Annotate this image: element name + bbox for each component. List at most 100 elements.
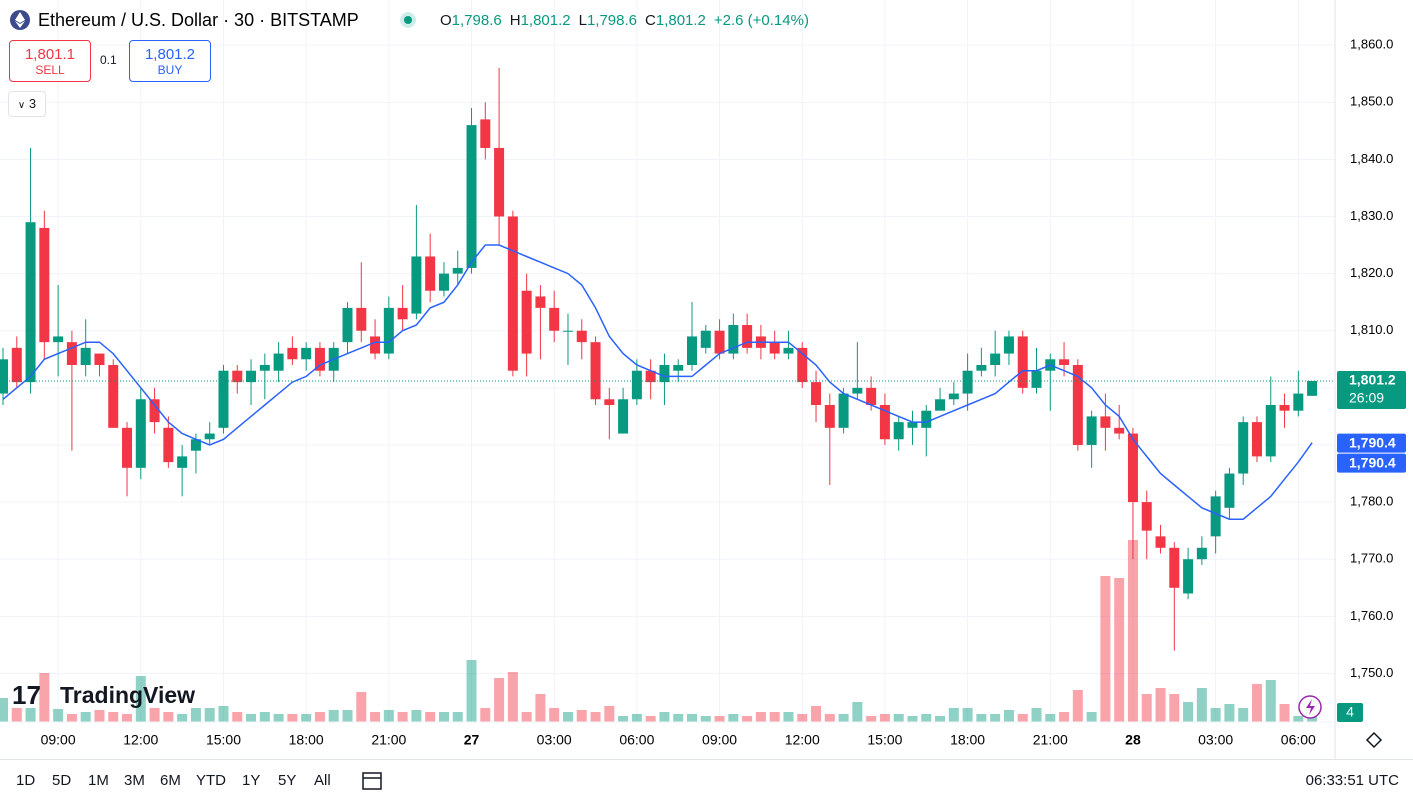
volume-bar xyxy=(0,698,8,722)
ma-badge xyxy=(1337,453,1406,473)
x-tick-label: 06:00 xyxy=(619,732,654,748)
ohlc-legend: O1,798.6 H1,801.2 L1,798.6 C1,801.2 +2.6 (+0… xyxy=(440,12,809,29)
candle-body xyxy=(204,433,215,440)
chevron: ∨ xyxy=(17,100,26,111)
candle-body xyxy=(631,370,642,400)
axis-layer: 1,750.01,760.01,770.01,780.01,790.01,800… xyxy=(41,37,1406,748)
volume-bar xyxy=(866,716,877,722)
range-button[interactable]: All xyxy=(314,772,331,789)
candle-body xyxy=(1238,422,1249,474)
alert-icon xyxy=(1306,699,1315,715)
candle-body xyxy=(921,410,932,428)
range-button[interactable]: 5Y xyxy=(278,772,297,789)
volume-bar xyxy=(66,714,77,722)
range-button[interactable]: 1M xyxy=(88,772,109,789)
volume-bar xyxy=(549,708,560,722)
candle-body xyxy=(976,364,987,371)
ohlc-value: 1,798.6 xyxy=(587,12,637,29)
volume-bar xyxy=(618,716,629,722)
candle-body xyxy=(1031,370,1042,388)
y-tick-label: 1,770.0 xyxy=(1350,551,1393,566)
candle-body xyxy=(1293,393,1304,411)
candle-body xyxy=(122,427,133,468)
x-tick-label: 27 xyxy=(464,732,480,748)
volume-bar xyxy=(742,716,753,722)
range-button[interactable]: 3M xyxy=(124,772,145,789)
candle-layer xyxy=(0,67,1335,651)
volume-bar xyxy=(659,712,670,722)
volume-bar xyxy=(645,716,656,722)
volume-bar xyxy=(1155,688,1166,722)
candle-body xyxy=(935,399,946,411)
volume-layer xyxy=(0,540,1318,722)
volume-bar xyxy=(94,710,105,722)
candle-body xyxy=(218,370,229,428)
ohlc-label: O xyxy=(440,12,452,29)
logo-mark: 17 xyxy=(12,680,41,710)
volume-bar xyxy=(1265,680,1276,722)
sell-button[interactable]: 1,801.1 SELL xyxy=(9,40,91,82)
volume-bar xyxy=(1224,704,1235,722)
ohlc-label: C xyxy=(645,12,656,29)
candle-body xyxy=(645,370,656,383)
countdown: 26:09 xyxy=(1349,390,1384,406)
volume-bar xyxy=(356,692,367,722)
range-button[interactable]: 5D xyxy=(52,772,72,789)
volume-bar xyxy=(1238,708,1249,722)
ohlc-value: 1,801.2 xyxy=(656,12,706,29)
range-button[interactable]: 6M xyxy=(160,772,181,789)
chart: 1,750.01,760.01,770.01,780.01,790.01,800… xyxy=(0,0,1406,760)
volume-bar xyxy=(687,714,697,722)
candle-body xyxy=(163,427,174,463)
y-tick-label: 1,850.0 xyxy=(1350,94,1393,109)
candle-body xyxy=(314,347,325,371)
volume-bar xyxy=(1003,710,1014,722)
volume-bar xyxy=(328,710,339,722)
range-button[interactable]: YTD xyxy=(196,772,226,789)
candle-body xyxy=(1251,422,1262,457)
range-button[interactable]: 1D xyxy=(16,772,36,789)
candle-body xyxy=(893,422,904,440)
buy-button[interactable]: 1,801.2 BUY xyxy=(129,40,211,82)
volume-bar xyxy=(259,712,270,722)
candle-body xyxy=(177,456,188,468)
candle-body xyxy=(53,336,64,343)
status-dot xyxy=(404,16,412,24)
candle-body xyxy=(370,336,381,354)
x-tick-label: 18:00 xyxy=(289,732,324,748)
range-button[interactable]: 1Y xyxy=(242,772,261,789)
volume-bar xyxy=(1307,716,1318,722)
candle-body xyxy=(866,387,877,405)
candle-body xyxy=(149,399,160,423)
goto-date-icon[interactable] xyxy=(360,769,386,793)
volume-bar xyxy=(893,714,904,722)
volume-bar xyxy=(149,708,160,722)
volume-bar xyxy=(521,712,532,722)
brand: TradingView xyxy=(60,682,195,708)
candle-body xyxy=(852,387,863,394)
y-tick-label: 1,760.0 xyxy=(1350,608,1393,623)
candle-body xyxy=(1265,404,1276,457)
volume-bar xyxy=(990,714,1001,722)
candle-body xyxy=(1127,433,1138,503)
ohlc-change: +2.6 (+0.14%) xyxy=(714,12,809,29)
volume-bar xyxy=(135,676,146,722)
volume-bar xyxy=(466,660,477,722)
x-tick-label: 06:00 xyxy=(1281,732,1316,748)
volume-badge-label: 4 xyxy=(1346,704,1354,720)
settings-icon[interactable] xyxy=(1365,731,1383,749)
volume-bar xyxy=(301,714,312,722)
x-tick-label: 09:00 xyxy=(41,732,76,748)
ma-badge xyxy=(1337,433,1406,453)
candle-body xyxy=(25,222,36,383)
volume-bar xyxy=(590,712,601,722)
clock: 06:33:51 UTC xyxy=(1305,772,1399,789)
volume-bar xyxy=(1183,702,1194,722)
watermark: 17 TradingView xyxy=(12,680,195,710)
symbol-title: Ethereum / U.S. Dollar · 30 · BITSTAMP xyxy=(38,10,359,30)
indicator-toggle[interactable]: ∨ 3 xyxy=(8,91,46,117)
volume-bar xyxy=(838,714,849,722)
candle-body xyxy=(742,325,753,348)
candle-body xyxy=(0,359,8,394)
candle-body xyxy=(480,119,491,148)
